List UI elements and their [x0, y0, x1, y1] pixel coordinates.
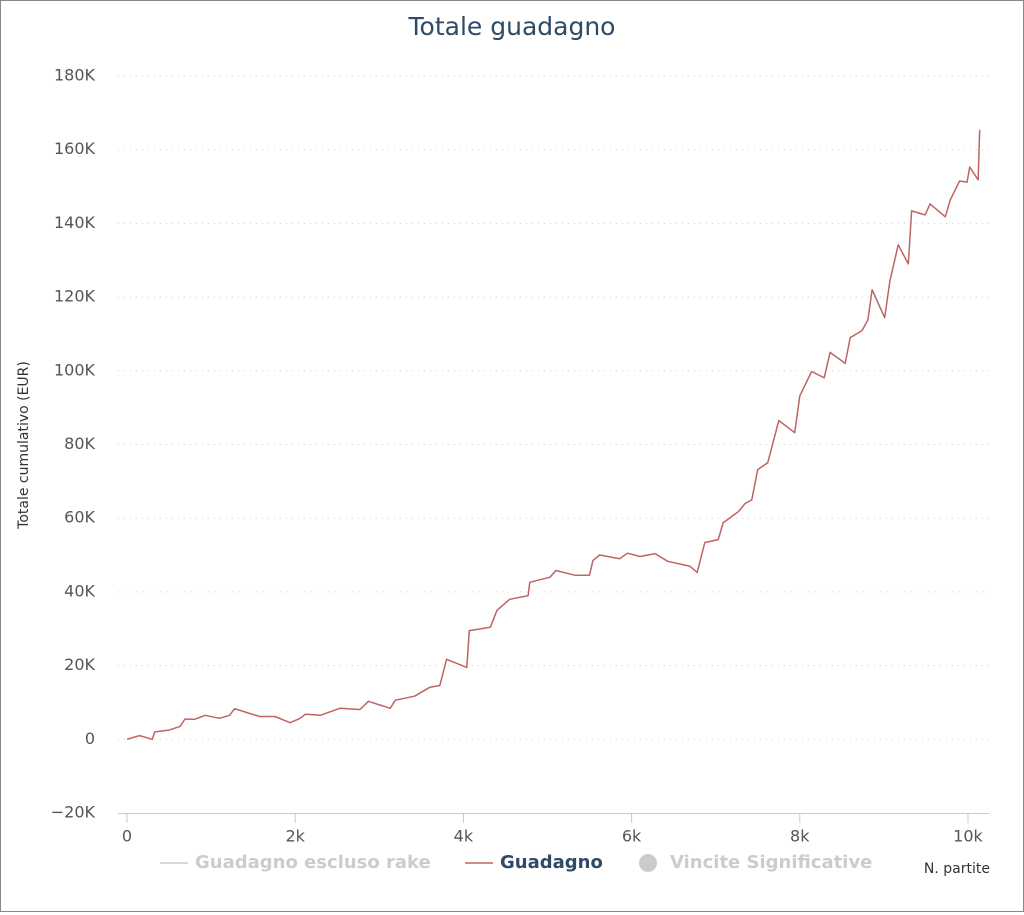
legend-label[interactable]: Vincite Significative: [670, 852, 872, 873]
y-axis-label: Totale cumulativo (EUR): [16, 361, 32, 530]
y-tick-label: −20K: [51, 803, 96, 822]
legend-symbol[interactable]: [639, 854, 657, 872]
legend-label[interactable]: Guadagno: [500, 852, 603, 873]
data-line: [126, 129, 981, 741]
y-tick-label: 120K: [54, 287, 96, 306]
x-tick-label: 8k: [790, 827, 810, 846]
x-axis-label: N. partite: [924, 861, 990, 877]
chart-title: Totale guadagno: [408, 12, 616, 41]
y-tick-label: 80K: [64, 434, 95, 453]
y-tick-label: 60K: [64, 508, 95, 527]
y-tick-label: 180K: [54, 66, 96, 85]
x-tick-label: 4k: [454, 827, 474, 846]
y-tick-label: 140K: [54, 213, 96, 232]
y-tick-label: 160K: [54, 139, 96, 158]
legend-label[interactable]: Guadagno escluso rake: [195, 852, 431, 873]
x-tick-label: 2k: [285, 827, 305, 846]
y-tick-label: 20K: [64, 655, 95, 674]
y-tick-label: 0: [85, 729, 95, 748]
y-tick-label: 100K: [54, 360, 96, 379]
y-tick-label: 40K: [64, 581, 95, 600]
x-tick-label: 6k: [622, 827, 642, 846]
x-tick-label: 0: [122, 827, 132, 846]
x-tick-label: 10k: [953, 827, 983, 846]
